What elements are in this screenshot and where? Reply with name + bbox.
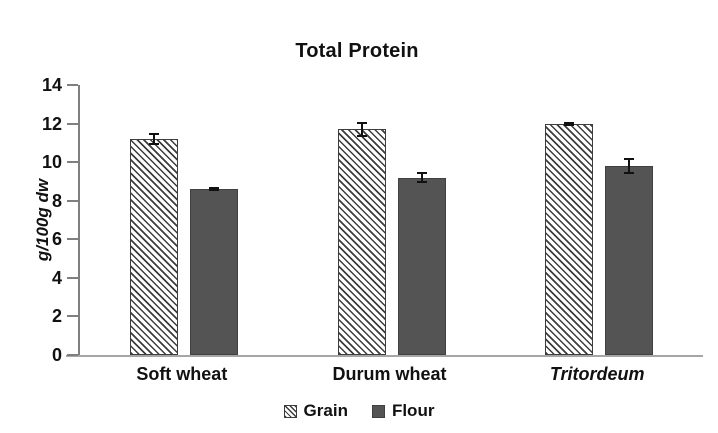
error-bar — [148, 133, 159, 145]
error-bar — [624, 158, 635, 174]
error-bar-cap-top — [148, 133, 159, 136]
bar-grain — [129, 139, 178, 355]
error-bar-cap-bottom — [624, 171, 635, 174]
error-bar-cap-top — [564, 121, 575, 124]
error-bar — [356, 121, 367, 138]
plot-area — [66, 84, 703, 357]
error-bar-line — [152, 133, 155, 145]
category-label-soft-wheat: Soft wheat — [136, 364, 228, 384]
y-tick-label: 8 — [51, 190, 62, 211]
bar-flour — [397, 177, 446, 355]
error-bar — [208, 187, 219, 192]
y-tick-mark — [67, 199, 78, 202]
error-bar-line — [360, 121, 363, 138]
error-bar-cap-bottom — [416, 181, 427, 184]
error-bar — [416, 171, 427, 184]
y-tick-label: 10 — [41, 152, 62, 173]
bar-group — [337, 85, 446, 355]
y-tick-mark — [67, 122, 78, 125]
y-tick-label: 0 — [51, 345, 62, 365]
solid-square-icon — [371, 404, 385, 418]
y-axis-label: g/100g dw — [33, 178, 52, 262]
y-tick-mark — [67, 84, 78, 86]
bar-flour — [605, 166, 654, 355]
error-bar-cap-bottom — [356, 135, 367, 138]
error-bar-cap-top — [416, 171, 427, 174]
y-tick-mark — [67, 354, 78, 356]
hatched-square-icon — [283, 404, 297, 418]
error-bar-cap-top — [624, 158, 635, 161]
y-tick-mark — [67, 276, 78, 279]
category-label-durum-wheat: Durum wheat — [332, 364, 447, 384]
x-axis-line — [66, 355, 703, 357]
y-tick-label: 14 — [41, 75, 62, 95]
y-tick-label: 6 — [51, 229, 62, 250]
y-tick-mark — [67, 315, 78, 318]
bar-grain — [545, 123, 594, 355]
error-bar-cap-bottom — [208, 189, 219, 192]
legend-label-grain: Grain — [303, 401, 348, 420]
legend: Grain Flour — [0, 401, 718, 421]
error-bar-cap-bottom — [148, 142, 159, 145]
error-bar-line — [628, 158, 631, 174]
bar-group — [545, 85, 654, 355]
bar-group — [129, 85, 238, 355]
bar-flour — [189, 189, 238, 355]
error-bar-line — [420, 171, 423, 184]
category-label-tritordeum: Tritordeum — [549, 364, 645, 384]
bar-grain — [337, 129, 386, 355]
legend-item-flour: Flour — [371, 401, 435, 421]
y-tick-label: 12 — [41, 113, 62, 134]
y-tick-mark — [67, 161, 78, 164]
y-tick-label: 2 — [51, 306, 62, 327]
legend-item-grain: Grain — [283, 401, 348, 421]
error-bar-cap-bottom — [564, 123, 575, 126]
chart-title: Total Protein — [295, 40, 419, 62]
y-tick-label: 4 — [51, 267, 62, 288]
error-bar-cap-top — [356, 121, 367, 124]
y-tick-mark — [67, 238, 78, 241]
error-bar — [564, 121, 575, 126]
legend-label-flour: Flour — [391, 401, 435, 420]
error-bar-cap-top — [208, 187, 219, 190]
